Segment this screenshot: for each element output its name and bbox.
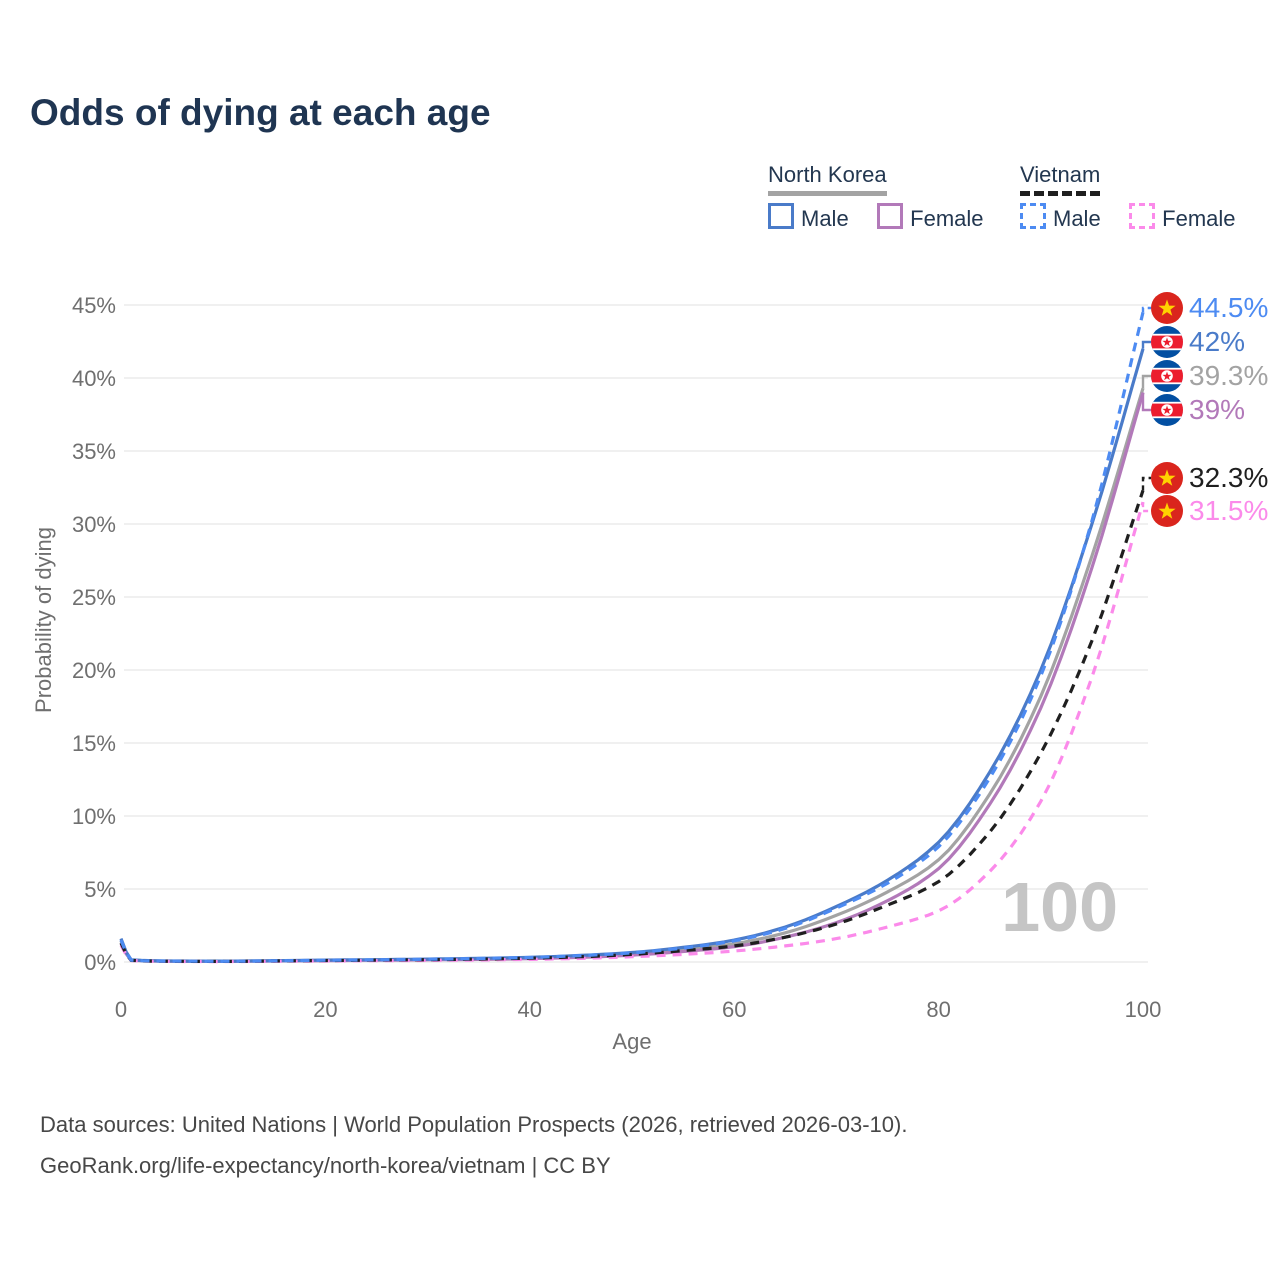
legend-item-label: Male: [1053, 206, 1101, 231]
legend: North Korea Male Female Vietnam Male: [0, 162, 1280, 242]
female-solid-swatch-icon: [877, 203, 904, 229]
y-tick-label: 0%: [84, 950, 116, 975]
end-label-leader: [1141, 340, 1151, 349]
y-tick-label: 15%: [72, 731, 116, 756]
north-korea-flag-icon: [1151, 326, 1183, 358]
series-line-north-korea-female: [119, 392, 1145, 963]
north-korea-flag-icon: [1151, 394, 1183, 426]
series-line-vietnam-female: [119, 501, 1145, 964]
y-tick-label: 40%: [72, 366, 116, 391]
series-line-north-korea-both-sexes: [119, 387, 1145, 963]
attribution-line: GeoRank.org/life-expectancy/north-korea/…: [40, 1153, 611, 1178]
vietnam-flag-icon: [1151, 495, 1183, 527]
legend-item-vietnam-male[interactable]: Male: [1020, 203, 1101, 232]
legend-country-label-north-korea: North Korea: [768, 162, 887, 187]
legend-item-label: Female: [1162, 206, 1236, 231]
x-tick-label: 100: [1125, 997, 1162, 1022]
y-tick-label: 5%: [84, 877, 116, 902]
end-value-label: 42%: [1189, 326, 1245, 357]
series-line-vietnam-both-sexes: [119, 489, 1145, 963]
end-label-leader: [1141, 392, 1151, 412]
y-tick-label: 10%: [72, 804, 116, 829]
end-value-label: 31.5%: [1189, 495, 1268, 526]
legend-group-north-korea: North Korea Male Female: [768, 162, 1008, 232]
end-value-label: 39.3%: [1189, 360, 1268, 391]
y-tick-label: 30%: [72, 512, 116, 537]
data-sources-line: Data sources: United Nations | World Pop…: [40, 1112, 908, 1137]
end-label-leader: [1141, 476, 1151, 491]
legend-group-vietnam: Vietnam Male Female: [1020, 162, 1260, 232]
end-label-leader: [1141, 306, 1151, 313]
x-tick-label: 40: [518, 997, 542, 1022]
dashed-line-swatch-icon: [1020, 191, 1101, 196]
end-value-label: 44.5%: [1189, 292, 1268, 323]
male-dashed-swatch-icon: [1020, 203, 1046, 229]
x-tick-label: 0: [115, 997, 127, 1022]
x-tick-label: 80: [926, 997, 950, 1022]
y-tick-label: 20%: [72, 658, 116, 683]
x-axis-title: Age: [612, 1029, 652, 1054]
y-tick-label: 25%: [72, 585, 116, 610]
page-title: Odds of dying at each age: [30, 92, 491, 133]
north-korea-flag-icon: [1151, 360, 1183, 392]
legend-item-north-korea-male[interactable]: Male: [768, 203, 849, 232]
legend-item-label: Female: [910, 206, 984, 231]
female-dashed-swatch-icon: [1129, 203, 1156, 229]
y-axis-title: Probability of dying: [31, 527, 56, 713]
footer: Data sources: United Nations | World Pop…: [40, 1104, 907, 1186]
vietnam-flag-icon: [1151, 292, 1183, 324]
legend-item-label: Male: [801, 206, 849, 231]
series-line-vietnam-male: [119, 311, 1145, 963]
end-value-label: 39%: [1189, 394, 1245, 425]
x-tick-label: 60: [722, 997, 746, 1022]
end-label-leader: [1141, 502, 1151, 513]
age-counter-watermark: 100: [1001, 868, 1118, 946]
legend-country-label-vietnam: Vietnam: [1020, 162, 1101, 187]
solid-line-swatch-icon: [768, 191, 887, 196]
y-tick-label: 45%: [72, 293, 116, 318]
end-label-leader: [1141, 374, 1151, 389]
legend-item-vietnam-female[interactable]: Female: [1129, 203, 1236, 232]
x-tick-label: 20: [313, 997, 337, 1022]
y-tick-label: 35%: [72, 439, 116, 464]
legend-item-north-korea-female[interactable]: Female: [877, 203, 984, 232]
vietnam-flag-icon: [1151, 462, 1183, 494]
male-solid-swatch-icon: [768, 203, 794, 229]
end-value-label: 32.3%: [1189, 462, 1268, 493]
